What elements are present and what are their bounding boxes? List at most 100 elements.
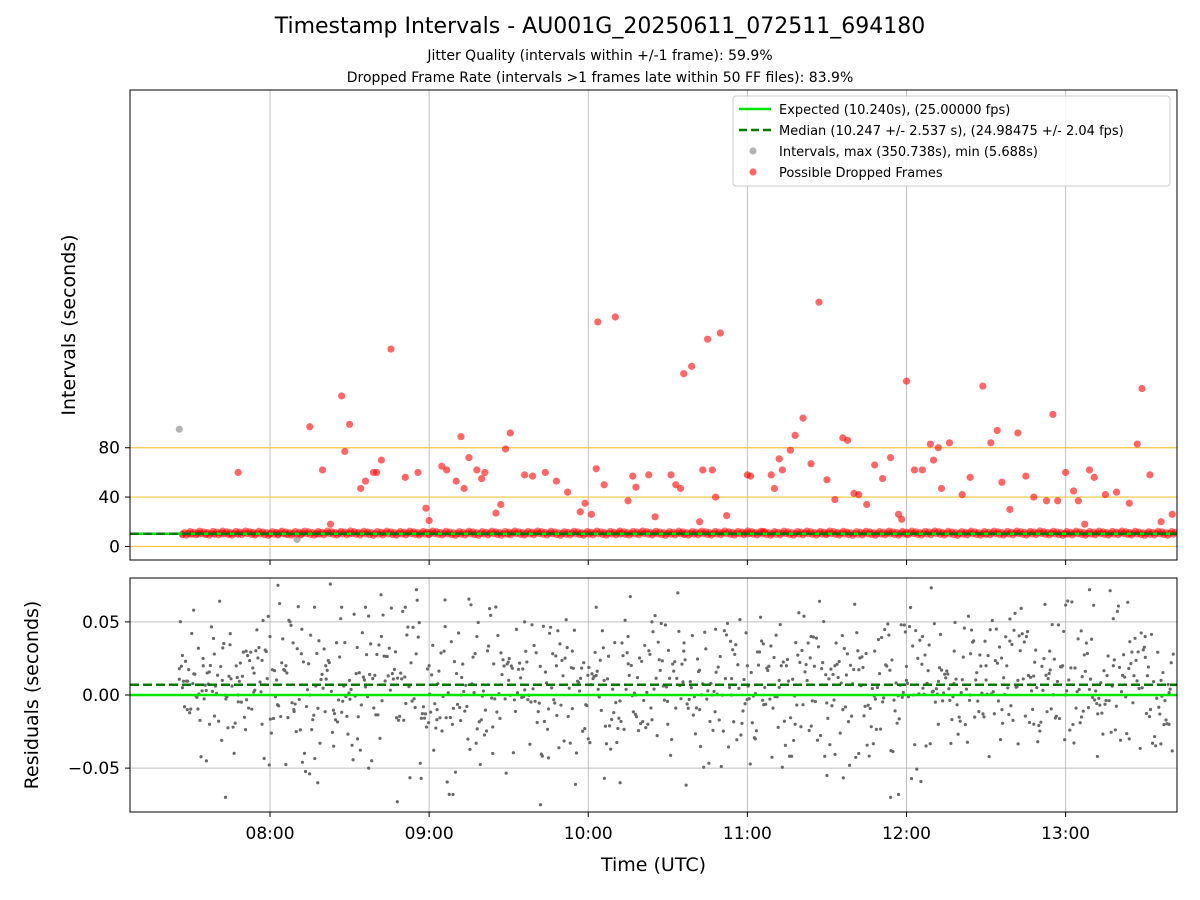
dropped-frame-point [767, 471, 775, 479]
residual-point [933, 700, 937, 704]
residual-point [437, 669, 441, 673]
residual-point [536, 709, 540, 714]
residual-point [975, 671, 979, 675]
dropped-frame-point [645, 471, 653, 479]
dropped-frame-point [945, 439, 954, 447]
residual-point [297, 697, 301, 702]
residual-point [550, 686, 554, 690]
residual-point [339, 617, 343, 621]
residual-point [936, 679, 941, 684]
residual-point [862, 714, 866, 718]
dropped-frame-point [1157, 518, 1165, 526]
residual-point [606, 654, 611, 658]
residual-point [389, 606, 393, 610]
residual-point [351, 758, 355, 762]
residual-point [780, 765, 784, 769]
residual-point [424, 725, 429, 729]
residual-point [1093, 698, 1097, 702]
residual-point [322, 647, 326, 651]
residual-point [617, 716, 621, 720]
residual-point [475, 727, 479, 731]
residual-point [877, 671, 882, 676]
dropped-frame-point [1125, 499, 1133, 507]
residual-point [820, 667, 824, 671]
residual-point [656, 640, 660, 644]
residual-point [703, 630, 707, 634]
residual-point [483, 708, 488, 712]
residual-point [947, 687, 951, 691]
dropped-frame-point [770, 484, 779, 493]
dropped-frame-point [708, 466, 716, 474]
residual-point [400, 677, 404, 681]
residual-point [1109, 730, 1113, 734]
residual-point [735, 738, 739, 742]
residual-point [556, 629, 560, 633]
residual-point [1057, 716, 1062, 721]
x-axis-label: Time (UTC) [600, 854, 706, 876]
legend-label: Median (10.247 +/- 2.537 s), (24.98475 +… [779, 124, 1124, 139]
residual-point [850, 714, 854, 718]
residual-point [586, 737, 590, 741]
residual-point [406, 625, 410, 629]
residual-point [210, 689, 215, 693]
dropped-frame-point [361, 477, 370, 485]
y-tick-label: 0.00 [82, 686, 120, 706]
residual-point [383, 679, 387, 683]
residual-point [1125, 732, 1129, 736]
residual-point [366, 614, 371, 618]
residual-point [875, 685, 880, 690]
residual-point [1002, 676, 1006, 680]
x-tick-label: 13:00 [1041, 824, 1090, 844]
dropped-frame-point [778, 466, 786, 474]
dropped-frame-point [492, 509, 500, 517]
residual-point [918, 638, 922, 642]
residual-point [460, 675, 464, 680]
residual-point [618, 781, 622, 785]
residual-point [573, 782, 578, 786]
residual-point [984, 664, 988, 668]
residual-point [458, 705, 462, 710]
residual-point [399, 671, 403, 675]
dropped-frame-point [1081, 520, 1089, 528]
legend-label: Expected (10.240s), (25.00000 fps) [779, 103, 1010, 118]
residual-point [684, 783, 688, 787]
residual-point [1158, 712, 1162, 716]
residual-point [1010, 642, 1014, 647]
residual-point [853, 602, 857, 606]
residual-point [995, 661, 1000, 665]
residual-point [791, 677, 795, 681]
residual-point [486, 644, 491, 648]
residual-point [278, 601, 282, 606]
dropped-frame-point [1062, 468, 1070, 477]
residual-point [681, 680, 685, 684]
residual-point [553, 701, 557, 705]
residual-point [1000, 708, 1004, 712]
residual-point [654, 676, 658, 680]
residual-point [685, 702, 689, 706]
residual-point [1129, 662, 1133, 666]
residual-point [938, 632, 943, 637]
residual-point [833, 752, 837, 757]
residual-point [1008, 639, 1012, 643]
dropped-frame-point [704, 335, 712, 343]
residual-point [903, 630, 907, 634]
residual-point [698, 744, 703, 749]
residual-point [316, 706, 320, 710]
residual-point [863, 704, 867, 708]
residual-point [784, 664, 789, 668]
residual-point [492, 662, 496, 666]
residual-point [937, 666, 942, 670]
residual-point [984, 678, 988, 682]
residual-point [177, 667, 181, 671]
residual-point [721, 729, 725, 733]
residual-point [904, 678, 909, 682]
residual-point [491, 725, 495, 729]
residual-point [688, 679, 692, 684]
residual-point [750, 721, 754, 725]
residual-point [998, 737, 1003, 742]
residual-point [1159, 678, 1163, 682]
residual-point [662, 698, 666, 702]
residual-point [434, 726, 438, 730]
residual-point [672, 669, 676, 673]
residual-point [1065, 689, 1069, 693]
